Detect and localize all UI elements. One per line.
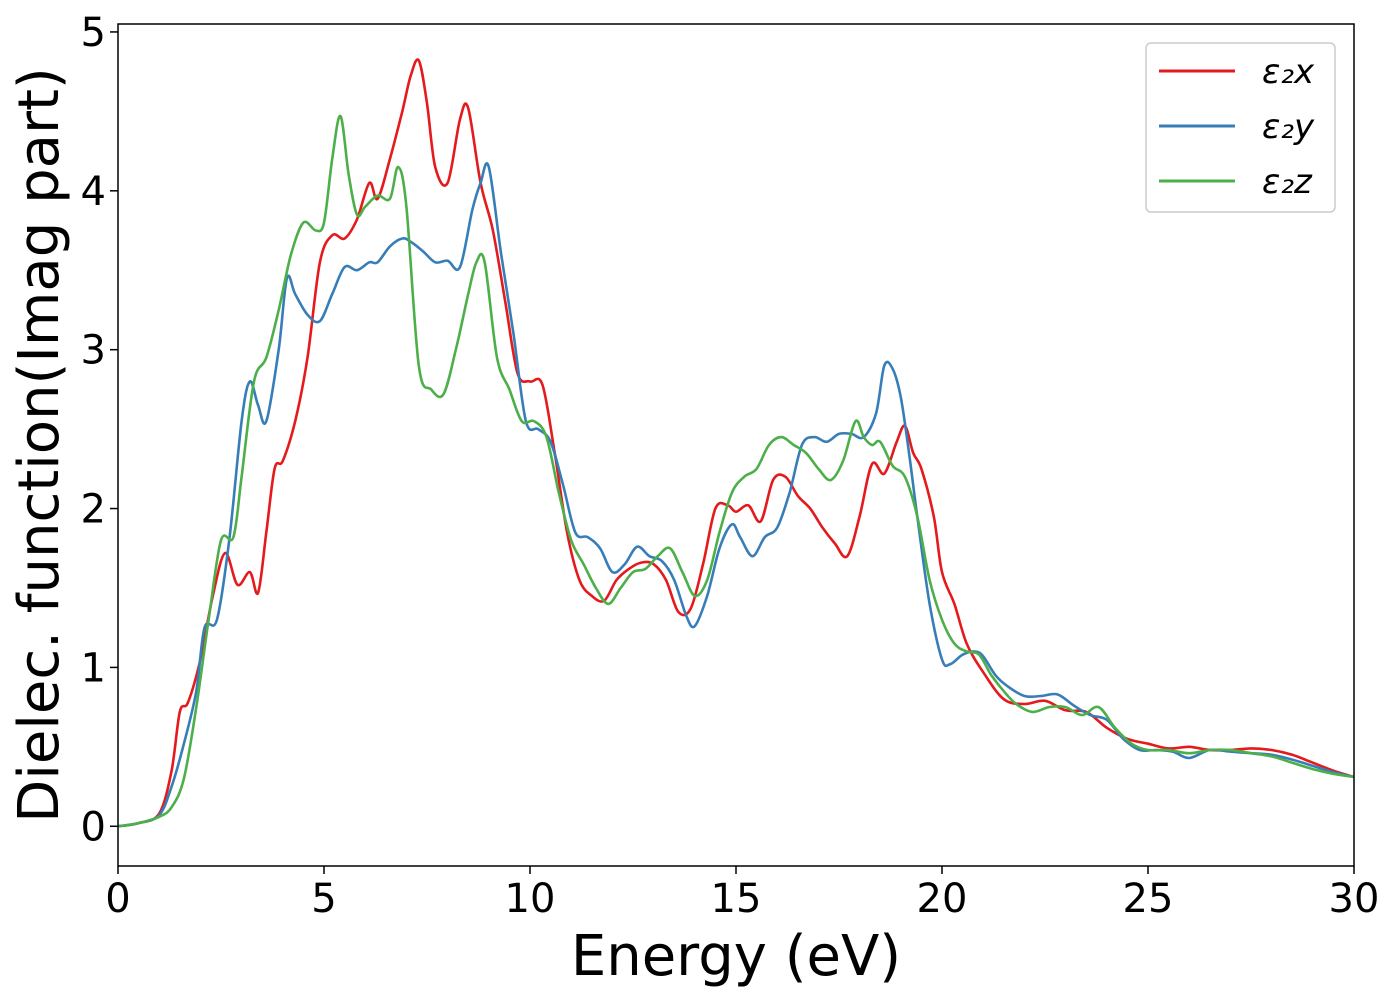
series-line-1 bbox=[117, 58, 1355, 828]
x-tick-label: 20 bbox=[917, 876, 968, 922]
x-tick-label: 25 bbox=[1123, 876, 1174, 922]
series-line-3 bbox=[117, 114, 1355, 828]
x-tick-label: 15 bbox=[711, 876, 762, 922]
legend-entries: ε₂x ε₂y ε₂z bbox=[1159, 52, 1315, 202]
y-tick-label: 0 bbox=[81, 804, 106, 850]
y-tick-label: 4 bbox=[81, 169, 106, 215]
legend-label-2: ε₂y bbox=[1262, 107, 1315, 147]
x-tick-label: 5 bbox=[311, 876, 336, 922]
y-tick-label: 2 bbox=[81, 487, 106, 533]
legend-label-3: ε₂z bbox=[1262, 162, 1313, 202]
y-tick-label: 1 bbox=[81, 645, 106, 691]
x-tick-label: 30 bbox=[1329, 876, 1380, 922]
x-axis-ticks: 0 5 10 15 20 25 30 bbox=[105, 866, 1379, 922]
x-tick-label: 10 bbox=[505, 876, 556, 922]
y-axis-ticks: 0 1 2 3 4 5 bbox=[81, 10, 118, 850]
legend-box bbox=[1145, 42, 1336, 213]
x-axis-label: Energy (eV) bbox=[571, 924, 901, 989]
y-axis-label: Dielec. function(Imag part) bbox=[7, 67, 72, 823]
x-tick-label: 0 bbox=[105, 876, 130, 922]
legend: ε₂x ε₂y ε₂z bbox=[1145, 42, 1336, 213]
legend-label-1: ε₂x bbox=[1262, 52, 1315, 92]
series-layer bbox=[117, 58, 1355, 828]
y-tick-label: 3 bbox=[81, 328, 106, 374]
y-tick-label: 5 bbox=[81, 10, 106, 56]
series-line-2 bbox=[117, 162, 1355, 828]
